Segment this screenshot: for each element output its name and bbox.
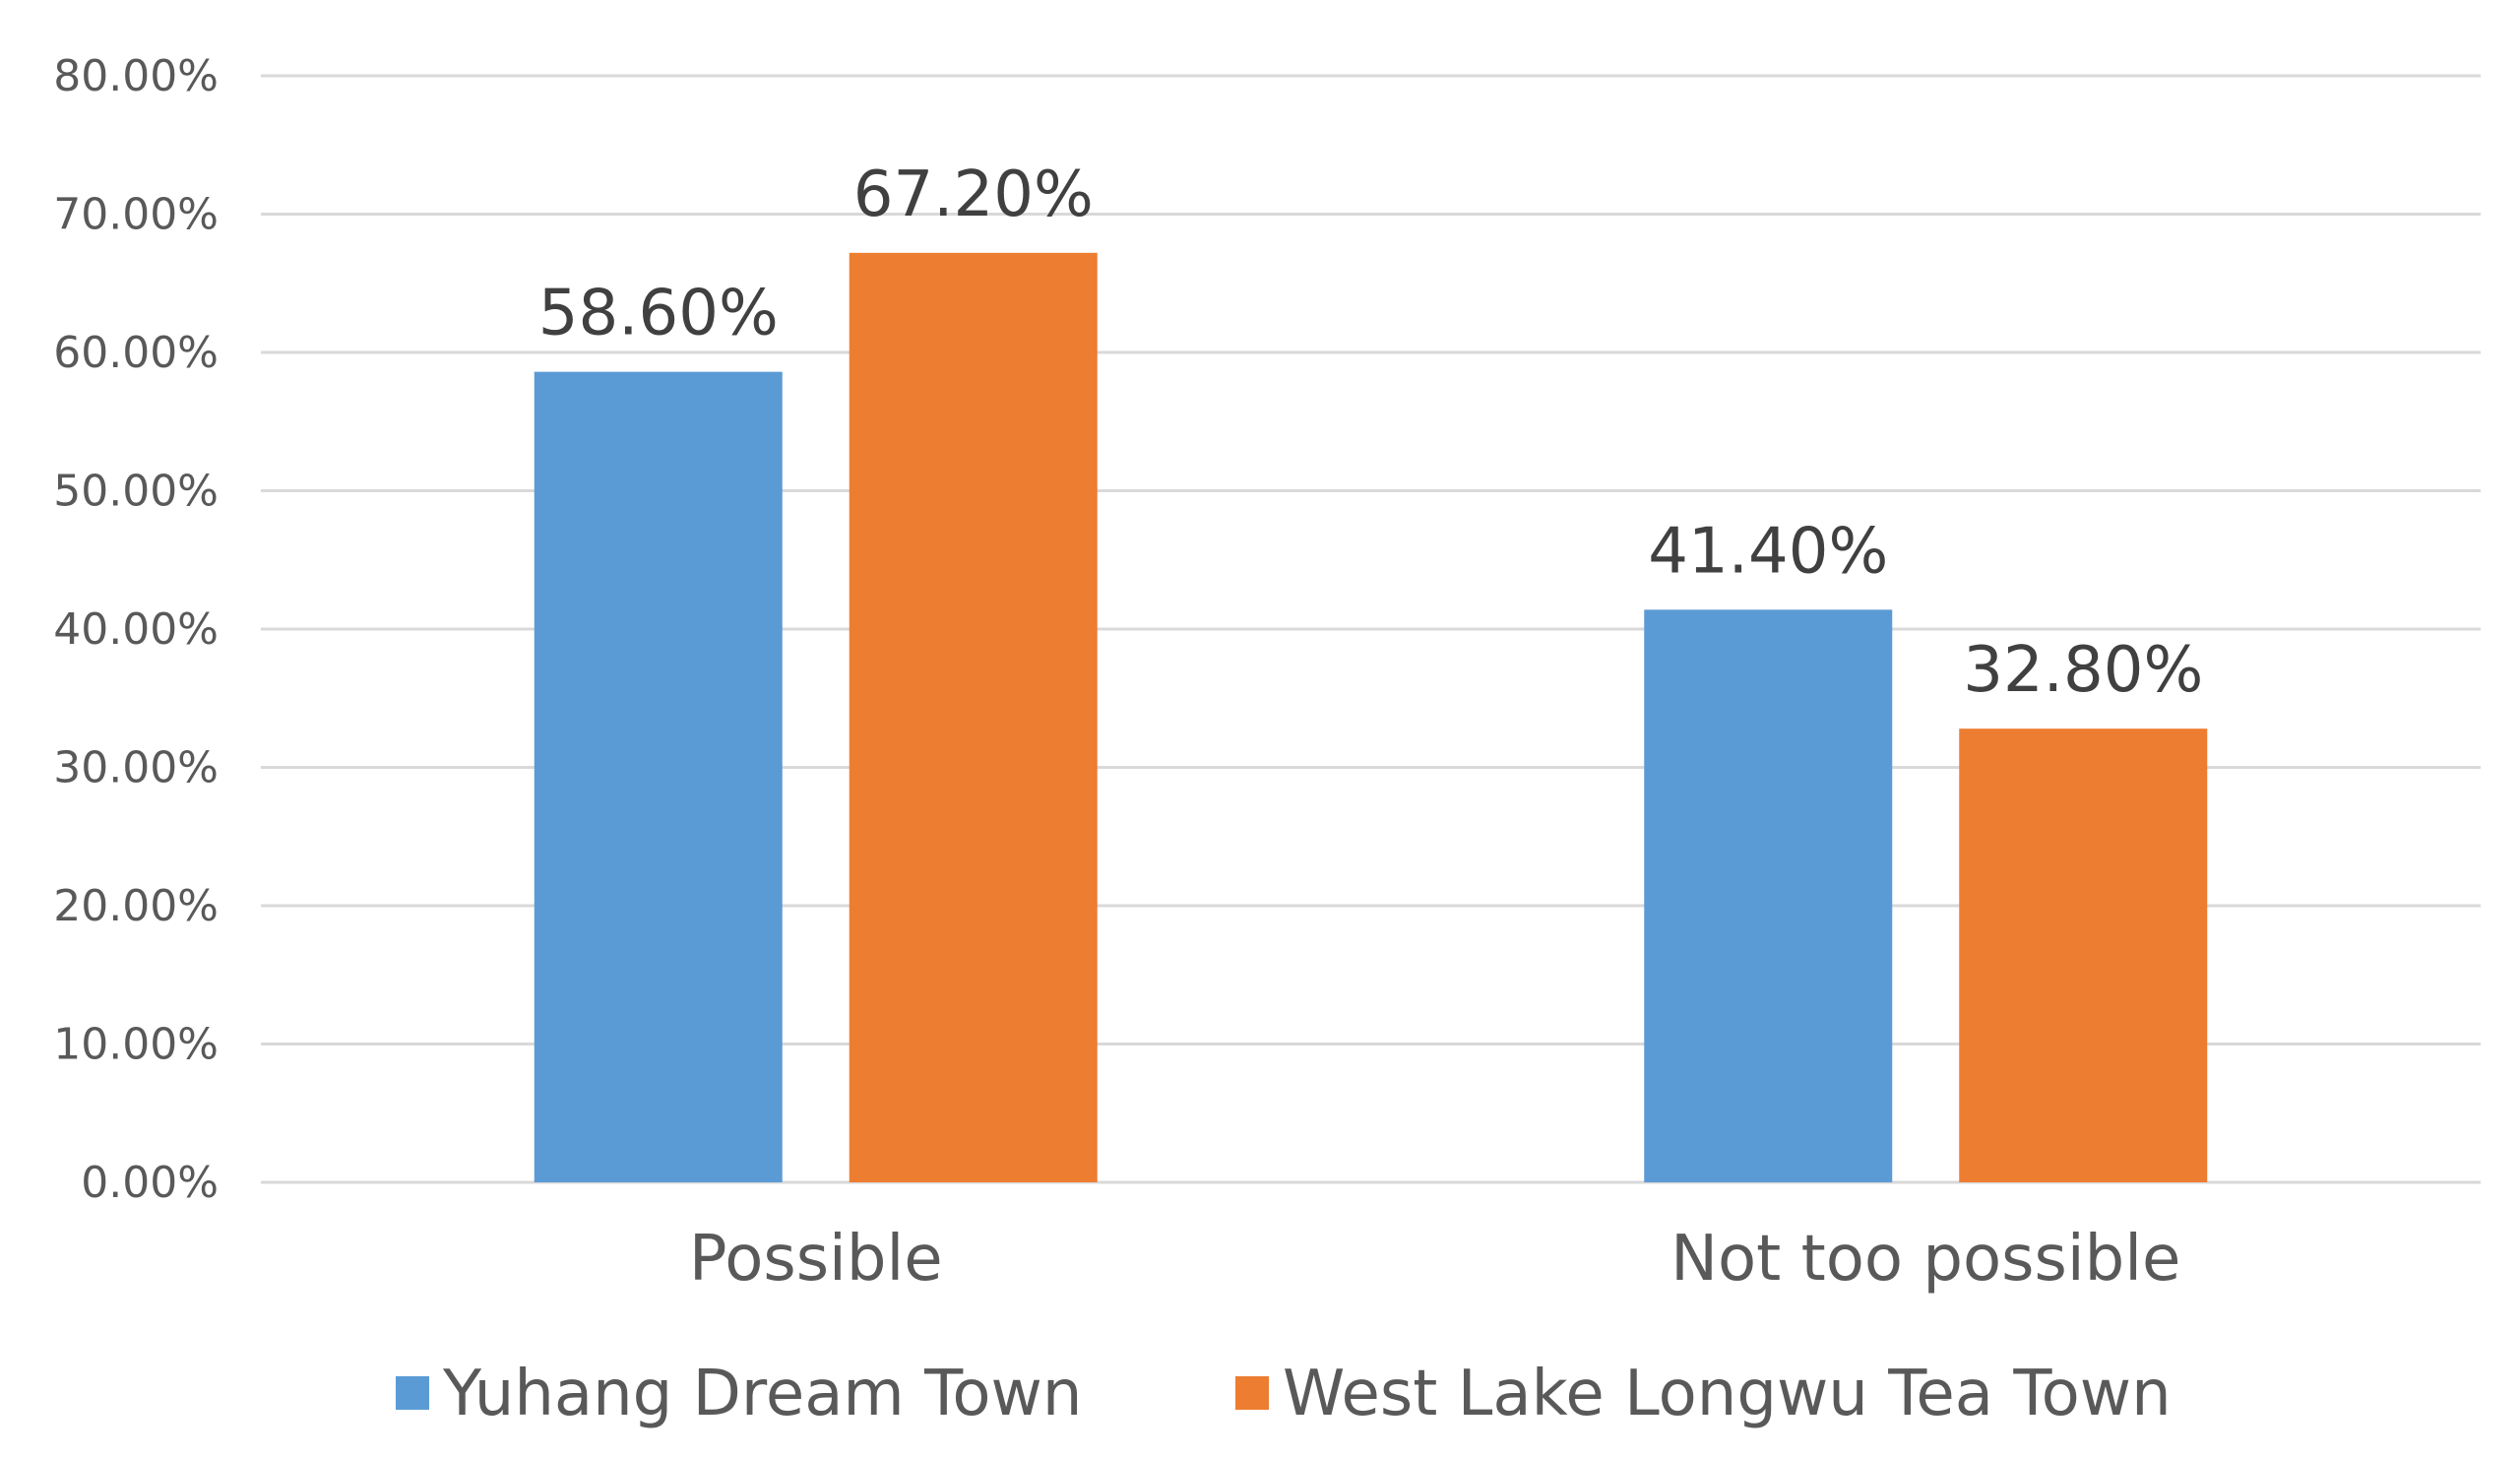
y-tick-label: 80.00%	[53, 51, 219, 101]
bar-west-lake-possible	[849, 252, 1098, 1183]
y-tick-label: 30.00%	[53, 743, 219, 793]
legend-swatch	[1235, 1376, 1269, 1410]
data-label: 32.80%	[1963, 634, 2203, 707]
data-label: 67.20%	[853, 158, 1094, 231]
data-label: 41.40%	[1648, 515, 1888, 588]
y-tick-label: 50.00%	[53, 467, 219, 517]
y-tick-label: 40.00%	[53, 604, 219, 655]
category-label: Not too possible	[1670, 1223, 2180, 1296]
y-tick-label: 70.00%	[53, 190, 219, 240]
bar-yuhang-not-too-possible	[1644, 609, 1893, 1182]
bars	[534, 252, 2208, 1183]
data-label: 58.60%	[538, 278, 779, 350]
data-labels: 58.60% 67.20% 41.40% 32.80%	[538, 158, 2204, 707]
legend-swatch	[396, 1376, 429, 1410]
y-tick-label: 0.00%	[81, 1158, 219, 1208]
y-tick-label: 60.00%	[53, 328, 219, 378]
y-tick-label: 10.00%	[53, 1020, 219, 1070]
legend-label: Yuhang Dream Town	[442, 1358, 1082, 1430]
y-axis-tick-labels: 0.00% 10.00% 20.00% 30.00% 40.00% 50.00% 60.00…	[53, 51, 219, 1208]
category-label: Possible	[689, 1223, 943, 1296]
bar-yuhang-possible	[534, 371, 783, 1182]
x-axis-category-labels: Possible Not too possible	[689, 1223, 2180, 1296]
legend-label: West Lake Longwu Tea Town	[1283, 1358, 2172, 1430]
bar-west-lake-not-too-possible	[1959, 728, 2208, 1182]
y-tick-label: 20.00%	[53, 881, 219, 931]
legend: Yuhang Dream Town West Lake Longwu Tea To…	[396, 1358, 2172, 1430]
